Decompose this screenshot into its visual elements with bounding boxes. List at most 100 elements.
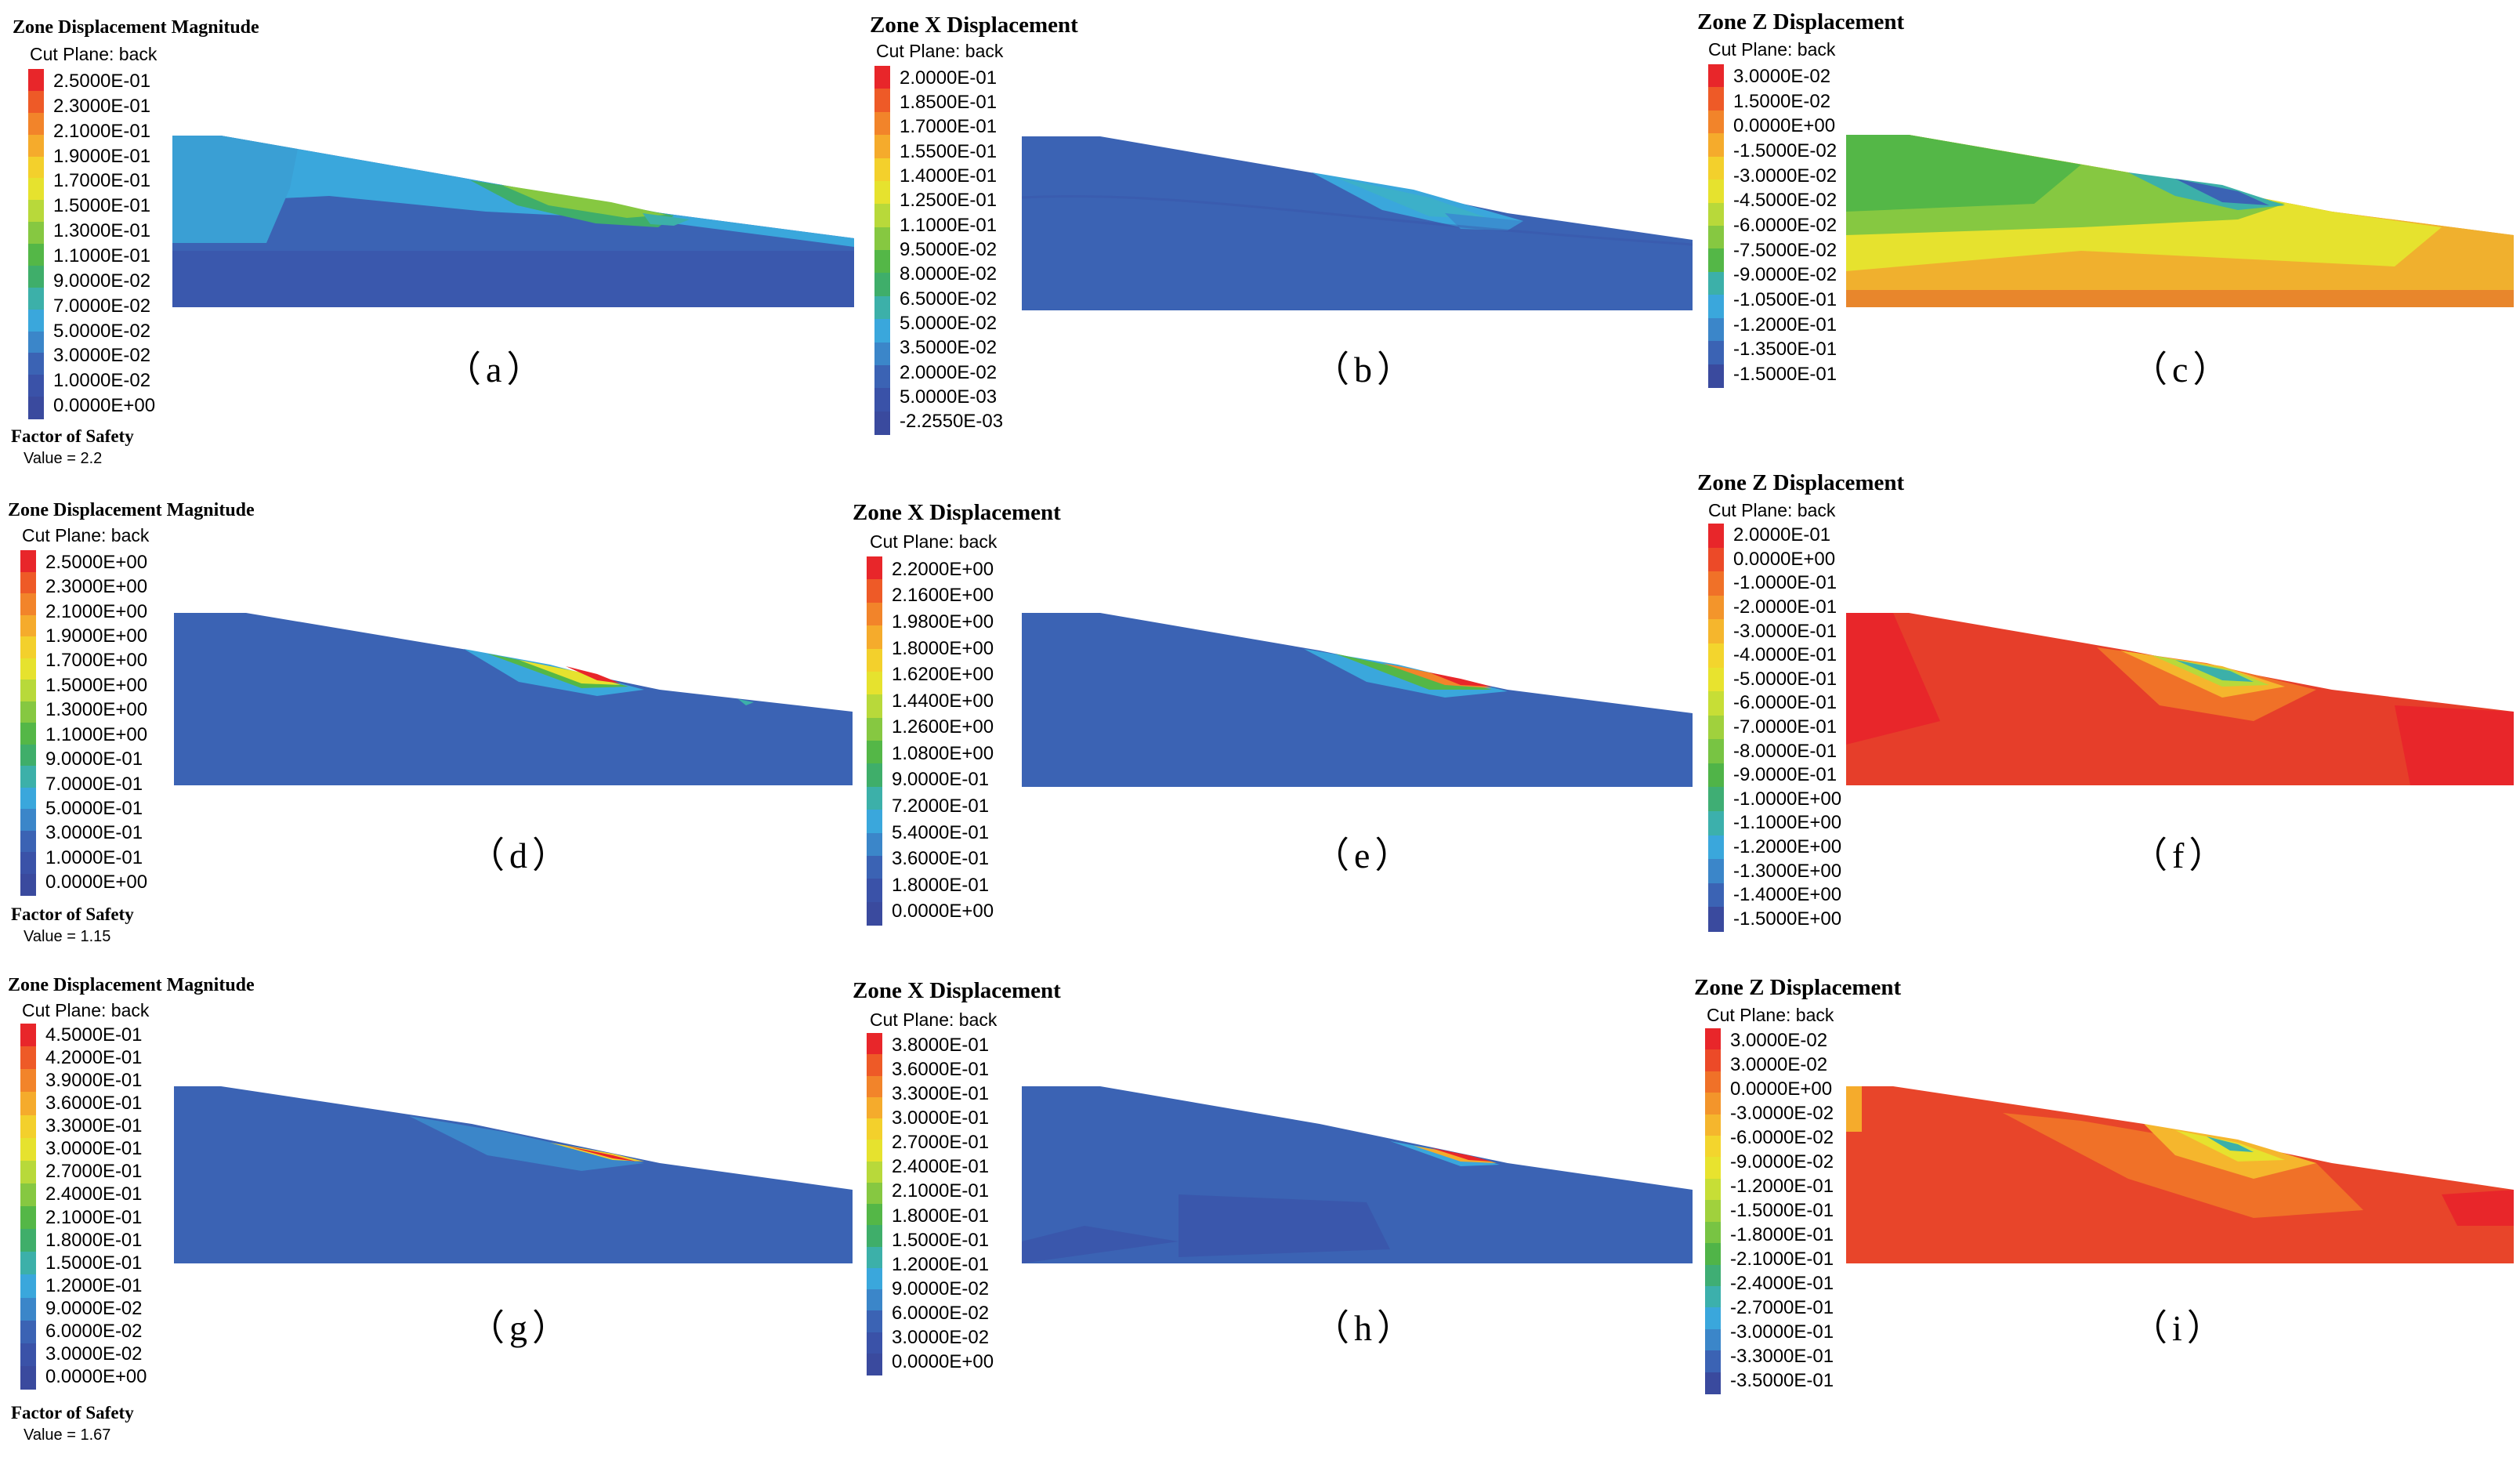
legend-swatch	[1708, 571, 1724, 596]
cut-plane-label: Cut Plane: back	[870, 531, 998, 552]
legend-label: -7.0000E-01	[1733, 716, 1838, 738]
legend-swatch	[28, 222, 44, 245]
legend-label: 1.5000E-02	[1733, 90, 1831, 112]
legend-label: 5.0000E-02	[53, 320, 151, 342]
legend-swatch	[867, 602, 882, 626]
legend-label: 3.0000E-01	[45, 822, 143, 844]
legend-swatch	[1705, 1328, 1721, 1351]
legend-label: -1.5000E+00	[1733, 908, 1842, 930]
legend-label: -1.5000E-01	[1730, 1200, 1834, 1221]
legend-swatch	[867, 625, 882, 650]
legend-swatch	[28, 69, 44, 92]
cut-plane-label: Cut Plane: back	[30, 44, 158, 64]
legend-swatch	[1705, 1307, 1721, 1330]
legend-label: -2.4000E-01	[1730, 1273, 1834, 1295]
panel-title: Zone X Displacement	[853, 978, 1061, 1003]
legend-label: 1.2500E-01	[900, 190, 998, 212]
legend-swatch	[867, 1225, 882, 1248]
legend-swatch	[867, 1075, 882, 1098]
legend-label: 0.0000E+00	[1733, 548, 1836, 570]
legend-swatch	[20, 1229, 36, 1252]
legend-label: 3.9000E-01	[45, 1069, 143, 1091]
legend-label: 1.7000E-01	[900, 116, 998, 138]
legend-swatch	[867, 1096, 882, 1119]
legend-swatch	[20, 1160, 36, 1184]
legend-label: 1.5500E-01	[900, 140, 998, 162]
legend-swatch	[20, 1320, 36, 1344]
legend-swatch	[1708, 110, 1724, 134]
legend-swatch	[1705, 1372, 1721, 1394]
legend-swatch	[874, 342, 890, 366]
legend-swatch	[867, 1267, 882, 1290]
legend-swatch	[20, 744, 36, 767]
legend-label: 3.6000E-01	[892, 1058, 990, 1080]
legend-label: 3.0000E-01	[892, 1107, 990, 1129]
legend-swatch	[867, 879, 882, 903]
legend-label: 1.0000E-02	[53, 370, 151, 392]
legend-swatch	[28, 178, 44, 201]
legend-swatch	[867, 1310, 882, 1333]
legend-label: -2.0000E-01	[1733, 596, 1838, 618]
legend-swatch	[1705, 1221, 1721, 1244]
legend-label: -1.0000E-01	[1733, 572, 1838, 594]
color-legend: 3.8000E-01 3.6000E-01 3.3000E-01 3.0000E-01…	[867, 1033, 1055, 1375]
legend-swatch	[867, 717, 882, 741]
legend-swatch	[874, 364, 890, 389]
legend-swatch	[1708, 811, 1724, 836]
legend-label: 1.7000E+00	[45, 650, 148, 672]
panel-caption: （h）	[1313, 1308, 1418, 1348]
legend-swatch	[28, 112, 44, 136]
legend-swatch	[874, 227, 890, 251]
legend-swatch	[867, 741, 882, 764]
legend-swatch	[20, 1252, 36, 1275]
legend-label: 3.6000E-01	[892, 848, 990, 870]
legend-label: 3.5000E-02	[900, 337, 998, 359]
legend-label: 6.0000E-02	[892, 1303, 990, 1325]
legend-label: -3.0000E-01	[1730, 1321, 1834, 1343]
slope-contour-model	[1846, 1086, 2514, 1263]
legend-label: 0.0000E+00	[892, 1351, 994, 1373]
legend-swatch	[1708, 202, 1724, 227]
legend-swatch	[874, 89, 890, 113]
legend-label: 3.0000E-02	[53, 345, 151, 367]
legend-swatch	[28, 287, 44, 310]
legend-label: 1.5000E-01	[53, 195, 151, 217]
legend-swatch	[1705, 1071, 1721, 1093]
legend-label: -3.3000E-01	[1730, 1346, 1834, 1368]
color-legend: 2.0000E-01 0.0000E+00 -1.0000E-01 -2.0000E-…	[1708, 524, 1896, 932]
legend-swatch	[867, 855, 882, 879]
color-legend: 2.5000E-01 2.3000E-01 2.1000E-01 1.9000E-01…	[28, 69, 216, 419]
legend-label: 2.4000E-01	[45, 1183, 143, 1205]
legend-swatch	[1705, 1093, 1721, 1115]
legend-swatch	[28, 331, 44, 353]
legend-label: -9.0000E-02	[1733, 264, 1838, 286]
legend-label: 0.0000E+00	[45, 1366, 147, 1388]
legend-swatch	[867, 648, 882, 672]
legend-label: 2.1000E-01	[892, 1180, 990, 1202]
legend-label: -1.2000E-01	[1733, 314, 1838, 335]
legend-swatch	[20, 593, 36, 616]
legend-swatch	[874, 388, 890, 412]
legend-swatch	[1708, 691, 1724, 716]
legend-swatch	[1705, 1028, 1721, 1050]
legend-swatch	[1705, 1264, 1721, 1287]
legend-label: -1.2000E+00	[1733, 835, 1842, 857]
legend-label: 1.8000E-01	[45, 1229, 143, 1251]
legend-swatch	[874, 250, 890, 274]
legend-swatch	[1705, 1285, 1721, 1308]
legend-swatch	[1708, 524, 1724, 549]
legend-label: 4.2000E-01	[45, 1046, 143, 1068]
legend-swatch	[20, 1069, 36, 1093]
legend-label: 2.0000E-01	[900, 67, 998, 89]
legend-label: 6.5000E-02	[900, 288, 998, 310]
color-legend: 2.2000E+00 2.1600E+00 1.9800E+00 1.8000E+00…	[867, 556, 1055, 926]
legend-swatch	[867, 1161, 882, 1183]
legend-label: 1.2600E+00	[892, 716, 994, 738]
panel-caption: （b）	[1313, 350, 1418, 390]
legend-swatch	[20, 1365, 36, 1390]
cut-plane-label: Cut Plane: back	[22, 525, 150, 545]
legend-swatch	[20, 636, 36, 659]
panel-caption: （g）	[469, 1308, 573, 1348]
legend-label: 1.5000E-01	[45, 1252, 143, 1274]
legend-swatch	[20, 658, 36, 680]
